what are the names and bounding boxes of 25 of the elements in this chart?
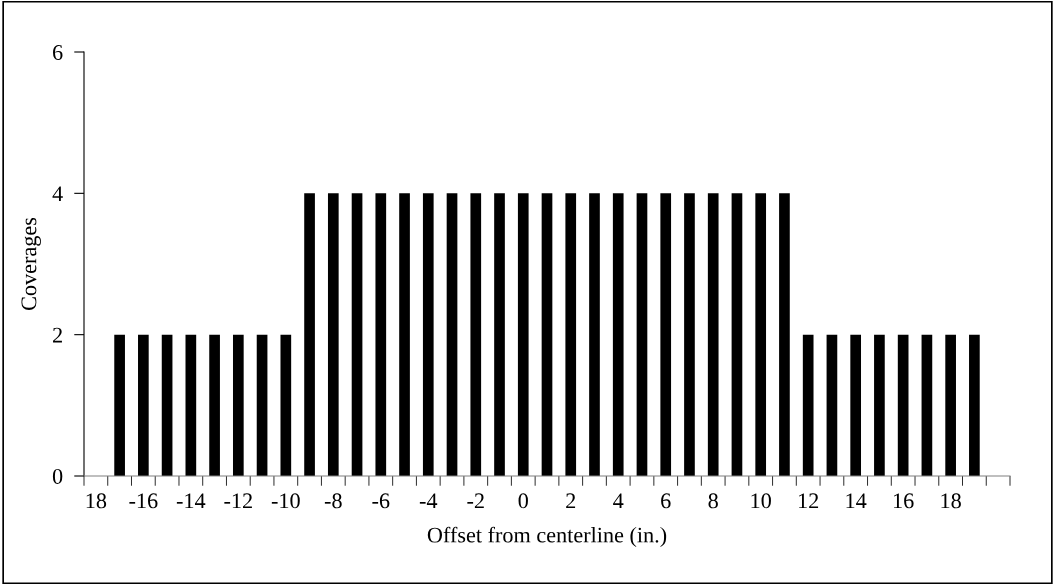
x-tick-label: -2 — [467, 493, 484, 509]
x-tick-label: -16 — [129, 493, 158, 509]
x-tick-label: 8 — [708, 493, 718, 509]
x-tick-label: -10 — [271, 493, 300, 509]
x-tick-label: -6 — [372, 493, 390, 509]
x-tick-label: 2 — [566, 493, 576, 509]
x-tick-label: 6 — [661, 493, 671, 509]
x-tick-label: 12 — [799, 493, 819, 509]
x-tick-label: 4 — [613, 493, 624, 509]
x-tick-label: -4 — [419, 493, 438, 509]
x-tick-label: 18 — [86, 493, 107, 509]
x-tick-label: 10 — [751, 493, 771, 509]
y-tick-label: 2 — [53, 327, 62, 343]
x-axis-title: Offset from centerline (in.) — [427, 526, 667, 548]
x-tick-label: 14 — [846, 493, 867, 509]
y-tick-label: 6 — [53, 44, 63, 60]
x-tick-label: 0 — [518, 493, 528, 509]
y-tick-label: 4 — [52, 186, 63, 202]
x-tick-label: -14 — [176, 493, 206, 509]
x-tick-label: -8 — [324, 493, 342, 509]
x-tick-label: -12 — [224, 493, 252, 509]
x-tick-label: 16 — [894, 493, 914, 509]
x-tick-label: 18 — [941, 493, 961, 509]
y-tick-label: 0 — [52, 468, 63, 484]
y-axis-title: Coverages — [21, 217, 41, 310]
